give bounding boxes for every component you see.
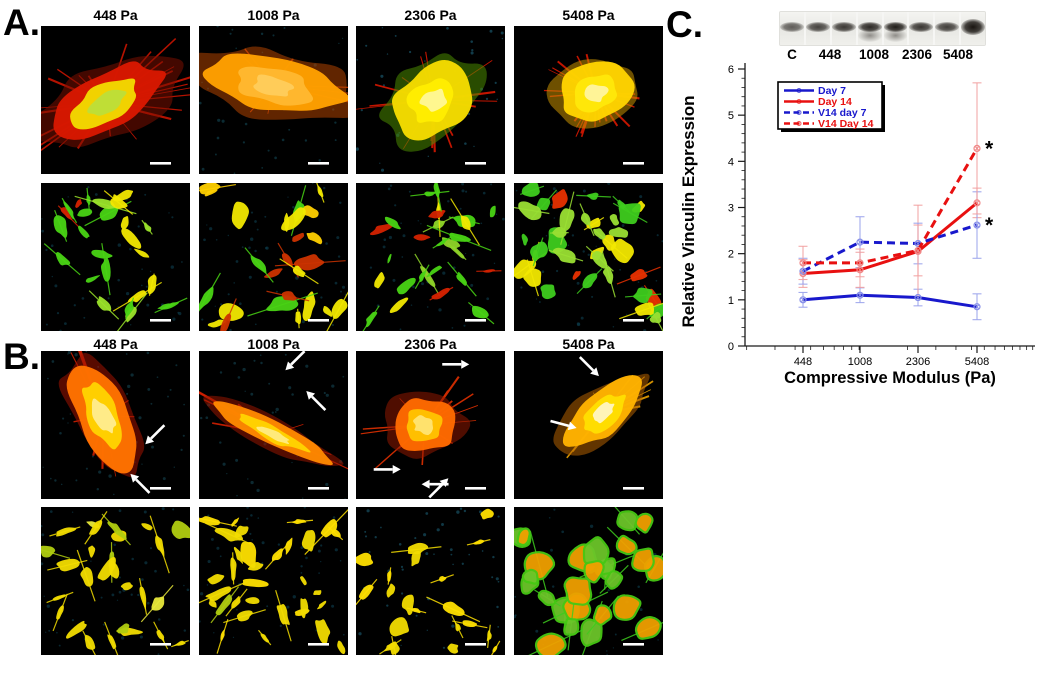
micrograph-tile (199, 183, 348, 331)
svg-text:6: 6 (728, 64, 734, 76)
blot-lane-label: 448 (818, 47, 842, 62)
series-line (802, 293, 978, 309)
micrograph-tile (356, 507, 505, 655)
micrograph-tile (199, 26, 348, 174)
blot-lane-label: 2306 (901, 47, 933, 62)
legend-label: V14 day 7 (818, 107, 867, 119)
micrograph-tile (514, 351, 663, 499)
svg-text:5408: 5408 (965, 356, 989, 368)
western-blot-lane-labels: C 448 1008 2306 5408 (779, 47, 986, 63)
blot-lane (805, 12, 830, 45)
blot-lane-label: 1008 (858, 47, 890, 62)
blot-lane (883, 12, 908, 45)
series-line (803, 147, 979, 265)
series-line (802, 223, 978, 273)
svg-text:2: 2 (728, 249, 734, 261)
legend-label: Day 14 (818, 96, 852, 108)
series-line (802, 201, 978, 275)
blot-lane (961, 12, 985, 45)
blot-lane (935, 12, 960, 45)
column-header: 448 Pa (93, 7, 138, 23)
panel-a-label: A. (3, 2, 40, 43)
vinculin-expression-chart: 0 1 2 3 4 5 6 448 1008 2306 5408 Compressive Modulu… (676, 58, 1050, 388)
svg-text:448: 448 (794, 356, 812, 368)
svg-text:5: 5 (728, 110, 734, 122)
micrograph-tile (199, 351, 348, 499)
micrograph-tile (356, 351, 505, 499)
blot-lane-label: 5408 (942, 47, 974, 62)
column-header: 2306 Pa (404, 336, 457, 352)
svg-text:1: 1 (728, 295, 734, 307)
western-blot-image (779, 11, 986, 46)
micrograph-tile (41, 351, 190, 499)
micrograph-tile (514, 507, 663, 655)
column-header: 5408 Pa (562, 336, 615, 352)
blot-lane (857, 12, 882, 45)
column-header: 2306 Pa (404, 7, 457, 23)
svg-text:3: 3 (728, 203, 734, 215)
significance-asterisk: * (985, 137, 994, 160)
micrograph-tile (514, 183, 663, 331)
micrograph-tile (41, 507, 190, 655)
legend-label: Day 7 (818, 85, 846, 97)
column-header: 1008 Pa (247, 336, 300, 352)
micrograph-tile (41, 26, 190, 174)
significance-asterisk: * (985, 214, 994, 237)
blot-lane (831, 12, 856, 45)
svg-text:4: 4 (728, 156, 734, 168)
x-axis-title: Compressive Modulus (Pa) (784, 369, 996, 387)
blot-lane (780, 12, 804, 45)
legend-label: V14 Day 14 (818, 118, 874, 130)
micrograph-tile (41, 183, 190, 331)
micrograph-tile (356, 183, 505, 331)
column-header: 5408 Pa (562, 7, 615, 23)
micrograph-tile (199, 507, 348, 655)
svg-text:1008: 1008 (848, 356, 872, 368)
panel-b-label: B. (3, 336, 40, 377)
micrograph-tile (356, 26, 505, 174)
blot-lane (909, 12, 934, 45)
column-header: 1008 Pa (247, 7, 300, 23)
micrograph-tile (514, 26, 663, 174)
blot-lane-label: C (787, 47, 797, 62)
panel-c-label: C. (666, 4, 703, 45)
column-header: 448 Pa (93, 336, 138, 352)
y-axis-title: Relative Vinculin Expression (679, 95, 698, 327)
svg-text:0: 0 (728, 341, 734, 353)
svg-text:2306: 2306 (906, 356, 930, 368)
